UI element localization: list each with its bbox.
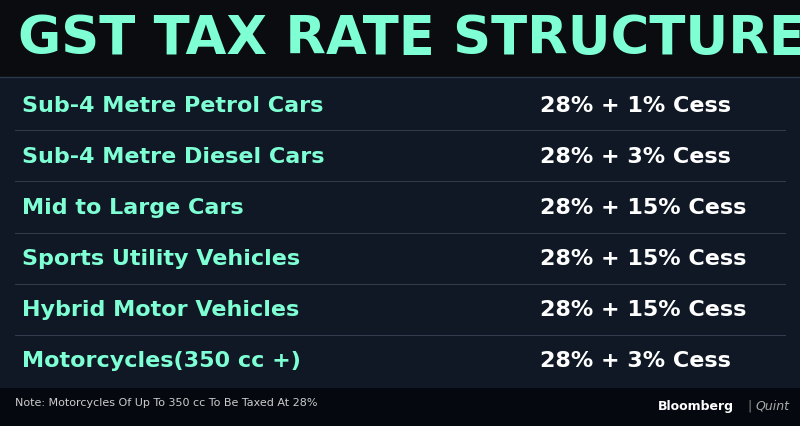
Text: 28% + 15% Cess: 28% + 15% Cess (540, 198, 746, 217)
Text: Bloomberg: Bloomberg (658, 399, 734, 412)
Text: Note: Motorcycles Of Up To 350 cc To Be Taxed At 28%: Note: Motorcycles Of Up To 350 cc To Be … (15, 397, 318, 408)
Text: Mid to Large Cars: Mid to Large Cars (22, 198, 244, 217)
Text: Sub-4 Metre Petrol Cars: Sub-4 Metre Petrol Cars (22, 95, 323, 115)
Text: Motorcycles(350 cc +): Motorcycles(350 cc +) (22, 351, 301, 371)
Text: Quint: Quint (755, 399, 789, 412)
Text: 28% + 15% Cess: 28% + 15% Cess (540, 299, 746, 320)
Text: Sub-4 Metre Diesel Cars: Sub-4 Metre Diesel Cars (22, 147, 325, 167)
Text: 28% + 15% Cess: 28% + 15% Cess (540, 248, 746, 268)
Text: 28% + 1% Cess: 28% + 1% Cess (540, 95, 731, 115)
Bar (0, 0, 800, 78)
Bar (0, 388, 800, 426)
Text: 28% + 3% Cess: 28% + 3% Cess (540, 351, 731, 371)
Text: Sports Utility Vehicles: Sports Utility Vehicles (22, 248, 300, 268)
Text: Hybrid Motor Vehicles: Hybrid Motor Vehicles (22, 299, 299, 320)
Text: GST TAX RATE STRUCTURE: GST TAX RATE STRUCTURE (18, 13, 800, 65)
Text: 28% + 3% Cess: 28% + 3% Cess (540, 147, 731, 167)
Text: |: | (744, 399, 756, 412)
